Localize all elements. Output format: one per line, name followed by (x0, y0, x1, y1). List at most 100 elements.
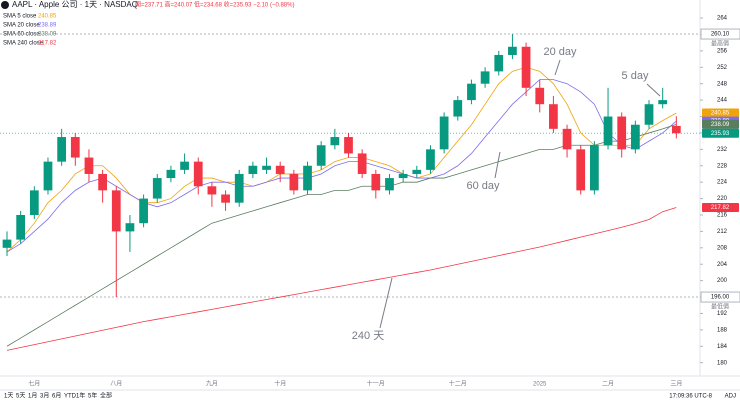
candle-body (29, 190, 39, 215)
price-badge-value: 235.93 (711, 131, 730, 137)
candle-body (16, 214, 26, 240)
y-tick-label: 256 (717, 48, 728, 54)
candle-body (289, 173, 299, 191)
candle-body (453, 100, 463, 117)
y-tick-label: 228 (717, 163, 728, 169)
quote: 開=237.71 高=240.07 低=234.68 收=235.93 −2.1… (135, 1, 294, 9)
plot: 20 day 5 day 60 day 240 天 (0, 33, 700, 351)
candle-body (603, 116, 613, 146)
candle-body (316, 145, 326, 166)
candle-body (139, 198, 148, 224)
candle-body (43, 161, 53, 191)
candle-body (344, 137, 353, 154)
range-button[interactable]: 全部 (100, 392, 112, 400)
legend-value: 238.09 (38, 32, 57, 38)
range-button[interactable]: 5天 (16, 393, 25, 400)
high-badge (700, 28, 740, 40)
annotation: 5 day (622, 70, 649, 82)
high-value: 260.10 (711, 32, 730, 38)
y-tick-label: 252 (717, 65, 728, 71)
legend-value: 240.85 (38, 14, 57, 20)
candle-body (84, 157, 94, 174)
candle-body (671, 125, 681, 134)
annotation-arrow (379, 277, 393, 329)
legend-name: SMA 20 close (3, 23, 40, 29)
candle-body (275, 165, 285, 174)
candle-body (70, 137, 80, 158)
candle-body (385, 178, 394, 191)
legend-value: 238.89 (38, 23, 57, 29)
x-tick-label: 二月 (602, 381, 614, 388)
high-label: 最高價 (711, 40, 729, 48)
y-tick-label: 192 (717, 311, 728, 317)
y-tick-label: 248 (717, 81, 728, 87)
x-tick-label: 七月 (28, 380, 40, 388)
clock: 17:09:36 UTC-8 (669, 394, 712, 400)
y-tick-label: 244 (717, 98, 728, 104)
candle-body (248, 165, 258, 174)
sma-badge (702, 119, 739, 129)
candle-body (166, 169, 176, 179)
low-value: 196.00 (711, 295, 730, 301)
x-tick-label: 九月 (206, 380, 218, 388)
candle-body (152, 178, 162, 199)
candle-body (193, 161, 203, 187)
sma-badge-value: 238.09 (711, 122, 730, 128)
sma-line (6, 79, 677, 253)
candle-body (658, 100, 668, 105)
candle-body (617, 116, 627, 150)
candle-body (480, 71, 490, 84)
y-tick-label: 264 (717, 16, 728, 22)
range-button[interactable]: 1年 (76, 392, 85, 400)
candle-body (234, 173, 244, 203)
range-button[interactable]: 1月 (28, 393, 37, 400)
candle-body (644, 104, 654, 125)
candle-body (57, 137, 67, 162)
adj-button[interactable]: ADJ (725, 394, 736, 400)
symbol-icon (1, 1, 9, 9)
y-tick-label: 232 (717, 147, 728, 153)
y-tick-label: 208 (717, 245, 728, 251)
candle-body (467, 83, 476, 101)
candle-body (2, 239, 12, 248)
candle-body (590, 145, 599, 191)
annotation-arrow (494, 151, 501, 179)
sma-line (6, 207, 677, 351)
candle-body (412, 169, 422, 174)
y-tick-label: 216 (717, 213, 728, 219)
candle-body (221, 194, 230, 203)
candle-body (562, 128, 572, 150)
candle-body (303, 165, 312, 191)
x-tick-label: 2025 (533, 382, 547, 388)
price-badge (702, 128, 739, 138)
range-button[interactable]: 3月 (40, 393, 49, 400)
range-button[interactable]: 1天 (4, 393, 13, 400)
candle-body (630, 124, 640, 150)
annotation: 60 day (466, 180, 500, 192)
candle-body (180, 161, 189, 170)
toolbar: 1天 5天 1月 3月 6月 YTD 1年 5年 全部 17:09:36 UTC-8 ADJ (4, 392, 736, 400)
range-button[interactable]: 5年 (88, 392, 97, 400)
candle-body (262, 165, 271, 170)
annotation-arrow (646, 83, 661, 97)
candle-body (535, 87, 545, 105)
y-axis: 1801841881921962002042082122162202242282… (700, 16, 740, 366)
x-tick-label: 八月 (110, 381, 122, 388)
annotation: 20 day (543, 46, 577, 58)
sma-line (6, 66, 677, 253)
annotation-arrow (554, 59, 561, 76)
candle-body (549, 104, 558, 129)
candle-body (125, 223, 135, 232)
legend-name: SMA 60 close (3, 32, 40, 38)
low-label: 最低價 (711, 303, 729, 311)
y-tick-label: 184 (717, 344, 728, 350)
range-button[interactable]: YTD (64, 394, 77, 400)
sma-badge (702, 108, 739, 118)
legend-name: SMA 240 close (3, 41, 44, 47)
candle-body (398, 173, 408, 179)
range-button[interactable]: 6月 (52, 393, 61, 400)
low-badge (700, 291, 740, 303)
y-tick-label: 204 (717, 262, 728, 268)
